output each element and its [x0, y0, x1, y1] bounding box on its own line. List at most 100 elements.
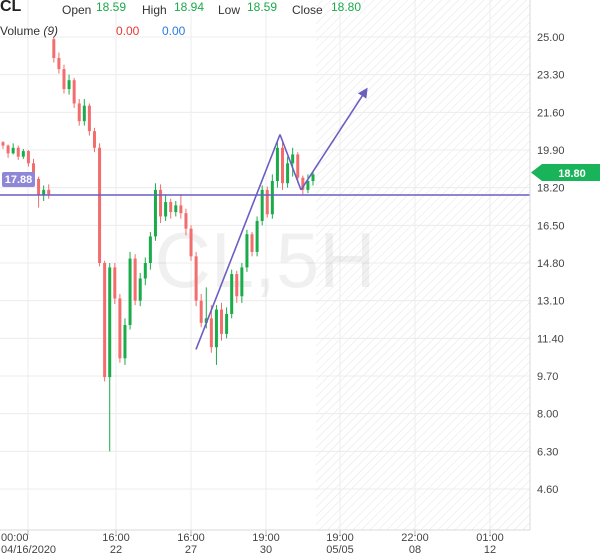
- candle: [87, 103, 91, 136]
- y-tick-label: 6.30: [537, 446, 558, 458]
- last-price-tag: 18.80: [531, 164, 600, 181]
- y-tick-label: 11.40: [537, 333, 564, 345]
- candle-body: [235, 274, 239, 297]
- y-tick-label: 25.00: [537, 32, 565, 44]
- y-tick-label: 16.50: [537, 220, 565, 232]
- watermark: CL,5H: [154, 216, 375, 304]
- x-tick-time: 16:00: [102, 532, 130, 544]
- candle: [235, 270, 239, 303]
- candle-body: [209, 318, 213, 348]
- candle-body: [169, 202, 173, 213]
- x-tick-date: 12: [484, 544, 496, 556]
- y-tick-label: 8.00: [537, 409, 558, 421]
- candle-body: [148, 236, 152, 263]
- volume-value-2: 0.00: [162, 24, 186, 38]
- candle-body: [159, 189, 163, 217]
- candle: [77, 99, 81, 126]
- trendline-segment[interactable]: [279, 134, 302, 191]
- candle: [250, 231, 254, 257]
- candle-body: [220, 309, 224, 334]
- candle: [296, 152, 300, 184]
- candle: [265, 186, 269, 218]
- x-tick-time: 22:00: [401, 532, 429, 544]
- candle-body: [199, 300, 203, 323]
- candle-body: [270, 181, 274, 215]
- future-area-hatch: [316, 0, 530, 530]
- candle: [128, 251, 132, 330]
- candle: [37, 176, 41, 208]
- candle: [220, 302, 224, 341]
- candle-body: [250, 234, 254, 252]
- trendline-segment[interactable]: [195, 134, 281, 350]
- candle: [82, 99, 86, 126]
- candle-body: [6, 145, 10, 154]
- x-tick-date: 22: [110, 544, 122, 556]
- candle: [153, 183, 157, 241]
- candle-body: [87, 105, 91, 132]
- candle-body: [225, 313, 229, 334]
- high-label: High: [142, 3, 167, 17]
- volume-label: Volume (9): [0, 24, 58, 38]
- candle: [143, 257, 147, 286]
- candle-body: [37, 178, 41, 196]
- candle: [11, 143, 15, 155]
- candle: [169, 198, 173, 219]
- candle-body: [123, 325, 127, 359]
- candle: [245, 229, 249, 272]
- candlesticks: [1, 37, 315, 452]
- candle: [291, 147, 295, 177]
- candle-body: [143, 263, 147, 279]
- candle-body: [260, 189, 264, 221]
- trendline-segment[interactable]: [300, 87, 368, 191]
- candle: [199, 294, 203, 328]
- x-axis: 00:0004/16/202016:002216:002719:003019:0…: [0, 529, 530, 556]
- candle-body: [118, 298, 122, 359]
- close-value: 18.80: [331, 0, 362, 14]
- trendlines[interactable]: [195, 87, 368, 350]
- candle-body: [189, 228, 193, 257]
- open-label: Open: [62, 3, 92, 17]
- candle-body: [21, 151, 25, 157]
- candle-body: [98, 147, 102, 263]
- candle-body: [103, 263, 107, 378]
- candle-body: [11, 147, 15, 154]
- candle: [255, 216, 259, 257]
- candle: [52, 37, 56, 63]
- volume-value-1: 0.00: [116, 24, 140, 38]
- candle-body: [47, 189, 51, 195]
- candle: [270, 174, 274, 219]
- candle: [98, 143, 102, 267]
- candle: [174, 200, 178, 217]
- x-tick-time: 16:00: [177, 532, 205, 544]
- candle-body: [164, 202, 168, 217]
- candle-body: [275, 147, 279, 182]
- candle-body: [311, 174, 315, 182]
- candle: [26, 150, 30, 167]
- candle-body: [67, 80, 71, 90]
- high-value: 18.94: [174, 0, 205, 14]
- candle: [92, 127, 96, 153]
- y-tick-label: 19.90: [537, 145, 565, 157]
- candle-body: [57, 58, 61, 70]
- y-tick-label: 4.60: [537, 484, 558, 496]
- candle: [148, 231, 152, 270]
- close-label: Close: [292, 3, 323, 17]
- candle: [230, 269, 234, 319]
- y-tick-label: 18.20: [537, 183, 565, 195]
- candle-body: [72, 80, 76, 104]
- candle: [281, 140, 285, 190]
- candle-body: [92, 131, 96, 148]
- candle-body: [153, 189, 157, 237]
- candle-body: [77, 103, 81, 122]
- candle: [194, 251, 198, 307]
- candle-body: [291, 154, 295, 164]
- candle-body: [82, 105, 86, 122]
- candle: [240, 263, 244, 303]
- x-tick-date: 04/16/2020: [1, 544, 56, 556]
- candle: [67, 74, 71, 95]
- candle-body: [296, 154, 300, 178]
- candle-body: [62, 69, 66, 90]
- candle: [286, 156, 290, 188]
- candle-body: [265, 189, 269, 215]
